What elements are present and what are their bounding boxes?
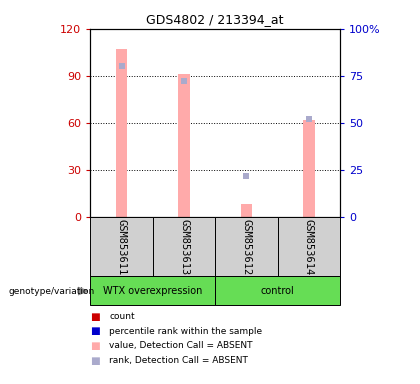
Bar	[215, 217, 278, 276]
Point	[118, 63, 125, 70]
Text: GSM853612: GSM853612	[241, 218, 252, 275]
Bar	[153, 217, 215, 276]
Bar	[215, 276, 340, 305]
Text: value, Detection Call = ABSENT: value, Detection Call = ABSENT	[109, 341, 253, 351]
Bar	[278, 217, 340, 276]
Text: GSM853614: GSM853614	[304, 218, 314, 275]
Point	[181, 78, 187, 84]
Point	[306, 116, 312, 122]
Text: count: count	[109, 312, 135, 321]
Bar	[90, 276, 215, 305]
Bar	[241, 204, 252, 217]
Bar	[116, 49, 127, 217]
Text: ■: ■	[90, 356, 100, 366]
Text: WTX overexpression: WTX overexpression	[103, 286, 202, 296]
Bar	[178, 74, 190, 217]
Text: ■: ■	[90, 326, 100, 336]
Text: genotype/variation: genotype/variation	[8, 286, 95, 296]
Text: percentile rank within the sample: percentile rank within the sample	[109, 327, 262, 336]
Title: GDS4802 / 213394_at: GDS4802 / 213394_at	[147, 13, 284, 26]
Polygon shape	[78, 287, 88, 295]
Point	[243, 172, 250, 179]
Text: ■: ■	[90, 341, 100, 351]
Text: GSM853613: GSM853613	[179, 218, 189, 275]
Text: ■: ■	[90, 312, 100, 322]
Text: control: control	[261, 286, 294, 296]
Bar	[303, 120, 315, 217]
Bar	[90, 217, 153, 276]
Text: rank, Detection Call = ABSENT: rank, Detection Call = ABSENT	[109, 356, 248, 365]
Text: GSM853611: GSM853611	[116, 218, 126, 275]
